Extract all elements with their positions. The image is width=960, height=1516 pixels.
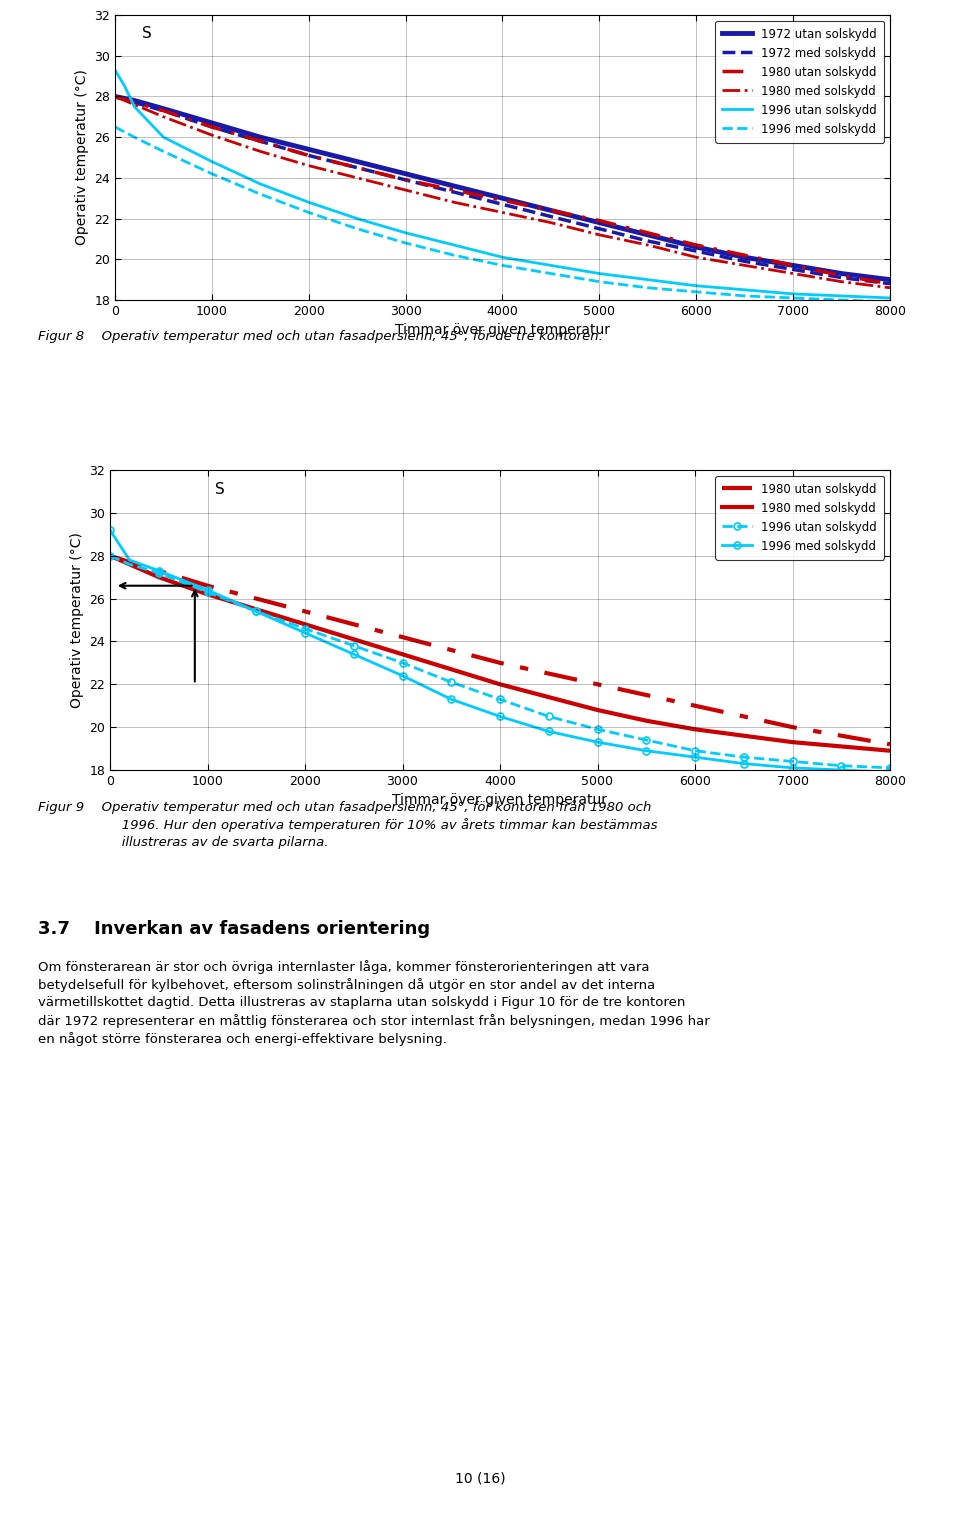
- Text: Figur 9  Operativ temperatur med och utan fasadpersienn, 45°, för kontoren från : Figur 9 Operativ temperatur med och utan…: [38, 800, 652, 814]
- Text: 1996. Hur den operativa temperaturen för 10% av årets timmar kan bestämmas: 1996. Hur den operativa temperaturen för…: [38, 819, 658, 832]
- Text: illustreras av de svarta pilarna.: illustreras av de svarta pilarna.: [38, 835, 329, 849]
- Text: betydelsefull för kylbehovet, eftersom solinstrålningen då utgör en stor andel a: betydelsefull för kylbehovet, eftersom s…: [38, 978, 656, 991]
- Text: Om fönsterarean är stor och övriga internlaster låga, kommer fönsterorienteringe: Om fönsterarean är stor och övriga inter…: [38, 960, 650, 973]
- Text: 10 (16): 10 (16): [455, 1472, 505, 1486]
- Legend: 1980 utan solskydd, 1980 med solskydd, 1996 utan solskydd, 1996 med solskydd: 1980 utan solskydd, 1980 med solskydd, 1…: [715, 476, 884, 559]
- Text: S: S: [142, 26, 152, 41]
- Y-axis label: Operativ temperatur (°C): Operativ temperatur (°C): [70, 532, 84, 708]
- Text: S: S: [215, 482, 225, 497]
- Text: där 1972 representerar en måttlig fönsterarea och stor internlast från belysning: där 1972 representerar en måttlig fönste…: [38, 1014, 710, 1028]
- Y-axis label: Operativ temperatur (°C): Operativ temperatur (°C): [75, 70, 88, 246]
- Text: Figur 8  Operativ temperatur med och utan fasadpersienn, 45°, för de tre kontore: Figur 8 Operativ temperatur med och utan…: [38, 330, 603, 343]
- Text: värmetillskottet dagtid. Detta illustreras av staplarna utan solskydd i Figur 10: värmetillskottet dagtid. Detta illustrer…: [38, 996, 685, 1010]
- Legend: 1972 utan solskydd, 1972 med solskydd, 1980 utan solskydd, 1980 med solskydd, 19: 1972 utan solskydd, 1972 med solskydd, 1…: [715, 21, 884, 143]
- Text: en något större fönsterarea och energi-effektivare belysning.: en något större fönsterarea och energi-e…: [38, 1032, 447, 1046]
- Text: 3.7  Inverkan av fasadens orientering: 3.7 Inverkan av fasadens orientering: [38, 920, 430, 938]
- X-axis label: Timmar över given temperatur: Timmar över given temperatur: [393, 793, 608, 808]
- X-axis label: Timmar över given temperatur: Timmar över given temperatur: [395, 323, 610, 338]
